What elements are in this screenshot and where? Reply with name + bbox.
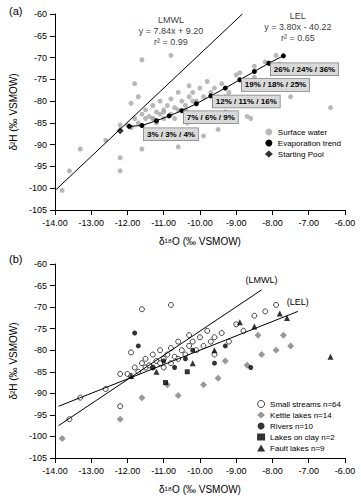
svg-text:-95: -95 — [34, 161, 47, 171]
svg-text:δ²H (‰ VSMOW): δ²H (‰ VSMOW) — [8, 73, 19, 150]
svg-text:-105: -105 — [29, 205, 47, 215]
svg-text:(LMWL): (LMWL) — [246, 275, 278, 285]
svg-text:LMWL: LMWL — [158, 15, 184, 25]
svg-text:y = 7.84x + 9.20: y = 7.84x + 9.20 — [139, 26, 204, 36]
svg-text:-60: -60 — [34, 259, 47, 269]
svg-text:-14.00: -14.00 — [42, 466, 68, 476]
svg-text:-100: -100 — [29, 431, 47, 441]
svg-text:(LEL): (LEL) — [287, 297, 309, 307]
svg-text:(a): (a) — [9, 5, 22, 17]
svg-text:δ²H (‰ VSMOW): δ²H (‰ VSMOW) — [8, 322, 19, 399]
svg-text:-90: -90 — [34, 388, 47, 398]
svg-text:-70: -70 — [34, 302, 47, 312]
svg-text:LEL: LEL — [290, 11, 306, 21]
svg-text:Surface water: Surface water — [278, 128, 328, 137]
svg-text:Small streams n=64: Small streams n=64 — [270, 400, 341, 409]
svg-text:-8.00: -8.00 — [262, 218, 283, 228]
svg-text:-9.00: -9.00 — [226, 466, 247, 476]
svg-text:Fault lakes n=9: Fault lakes n=9 — [270, 444, 325, 453]
svg-text:-100: -100 — [29, 183, 47, 193]
svg-text:δ¹⁸O (‰ VSMOW): δ¹⁸O (‰ VSMOW) — [159, 236, 241, 247]
svg-text:-10.00: -10.00 — [187, 218, 213, 228]
svg-text:-65: -65 — [34, 31, 47, 41]
svg-text:-85: -85 — [34, 367, 47, 377]
svg-text:-10.00: -10.00 — [187, 466, 213, 476]
svg-text:-12.00: -12.00 — [115, 218, 141, 228]
svg-text:-13.00: -13.00 — [78, 466, 104, 476]
svg-text:-6.00: -6.00 — [335, 218, 356, 228]
svg-text:-70: -70 — [34, 53, 47, 63]
svg-text:-7.00: -7.00 — [298, 218, 319, 228]
svg-text:3% / 3% / 4%: 3% / 3% / 4% — [147, 130, 195, 139]
svg-text:-11.00: -11.00 — [151, 466, 176, 476]
svg-text:-9.00: -9.00 — [226, 218, 247, 228]
svg-text:-6.00: -6.00 — [335, 466, 356, 476]
svg-text:-65: -65 — [34, 281, 47, 291]
svg-text:Kettle lakes n=14: Kettle lakes n=14 — [270, 411, 332, 420]
svg-text:-90: -90 — [34, 140, 47, 150]
svg-text:Rivers n=10: Rivers n=10 — [270, 422, 313, 431]
svg-text:-8.00: -8.00 — [262, 466, 283, 476]
svg-text:-75: -75 — [34, 324, 47, 334]
svg-text:-13.00: -13.00 — [78, 218, 104, 228]
svg-text:-14.00: -14.00 — [42, 218, 68, 228]
svg-text:-75: -75 — [34, 74, 47, 84]
svg-text:y = 3.80x - 40.22: y = 3.80x - 40.22 — [264, 22, 331, 32]
svg-text:19% / 18% / 25%: 19% / 18% / 25% — [245, 80, 306, 89]
svg-text:δ¹⁸O (‰ VSMOW): δ¹⁸O (‰ VSMOW) — [159, 484, 241, 495]
svg-text:12% / 11% / 16%: 12% / 11% / 16% — [216, 97, 277, 106]
svg-text:7% / 6% / 9%: 7% / 6% / 9% — [187, 113, 235, 122]
svg-text:Evaporation trend: Evaporation trend — [278, 139, 341, 148]
svg-text:-12.00: -12.00 — [115, 466, 141, 476]
svg-text:26% / 24% / 36%: 26% / 24% / 36% — [274, 65, 335, 74]
svg-text:r² = 0.65: r² = 0.65 — [281, 33, 315, 43]
svg-text:-7.00: -7.00 — [298, 466, 319, 476]
svg-text:Lakes on clay n=2: Lakes on clay n=2 — [270, 433, 335, 442]
svg-text:-85: -85 — [34, 118, 47, 128]
svg-text:-95: -95 — [34, 410, 47, 420]
svg-text:r² = 0.99: r² = 0.99 — [154, 37, 188, 47]
svg-text:-80: -80 — [34, 345, 47, 355]
svg-text:-105: -105 — [29, 453, 47, 463]
svg-text:(b): (b) — [9, 253, 22, 265]
svg-text:Starting Pool: Starting Pool — [278, 150, 324, 159]
svg-text:-60: -60 — [34, 9, 47, 19]
svg-text:-11.00: -11.00 — [151, 218, 176, 228]
svg-text:-80: -80 — [34, 96, 47, 106]
